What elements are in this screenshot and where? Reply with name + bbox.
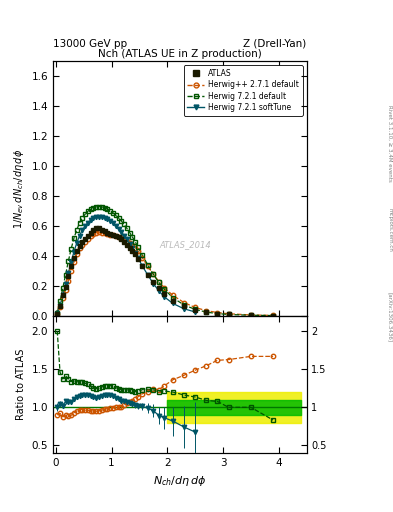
Text: 13000 GeV pp: 13000 GeV pp: [53, 38, 127, 49]
Legend: ATLAS, Herwig++ 2.7.1 default, Herwig 7.2.1 default, Herwig 7.2.1 softTune: ATLAS, Herwig++ 2.7.1 default, Herwig 7.…: [184, 65, 303, 116]
Y-axis label: $1/N_{ev}\,dN_{ch}/d\eta\,d\phi$: $1/N_{ev}\,dN_{ch}/d\eta\,d\phi$: [12, 148, 26, 229]
Text: [arXiv:1306.3436]: [arXiv:1306.3436]: [387, 292, 392, 343]
X-axis label: $N_{ch}/d\eta\,d\phi$: $N_{ch}/d\eta\,d\phi$: [153, 474, 207, 487]
Y-axis label: Ratio to ATLAS: Ratio to ATLAS: [16, 349, 26, 420]
Text: Rivet 3.1.10, ≥ 3.4M events: Rivet 3.1.10, ≥ 3.4M events: [387, 105, 392, 182]
Title: Nch (ATLAS UE in Z production): Nch (ATLAS UE in Z production): [98, 49, 262, 59]
Text: mcplots.cern.ch: mcplots.cern.ch: [387, 208, 392, 252]
Text: Z (Drell-Yan): Z (Drell-Yan): [243, 38, 307, 49]
Text: ATLAS_2014: ATLAS_2014: [159, 240, 211, 249]
